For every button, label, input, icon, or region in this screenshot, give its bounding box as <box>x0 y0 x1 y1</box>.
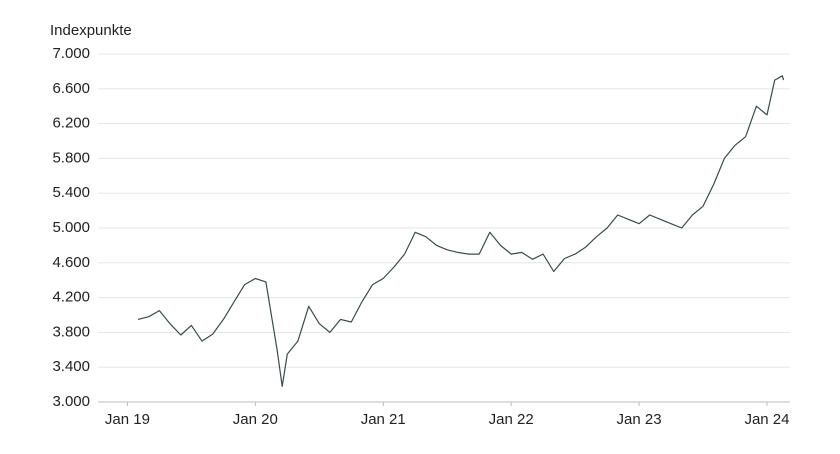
y-tick-label: 5.000 <box>52 219 90 236</box>
x-tick-label: Jan 20 <box>233 411 278 428</box>
x-tick-label: Jan 21 <box>361 411 406 428</box>
y-axis-label: Indexpunkte <box>50 22 132 39</box>
y-tick-label: 3.000 <box>52 393 90 410</box>
y-tick-label: 6.600 <box>52 80 90 97</box>
y-tick-label: 3.400 <box>52 358 90 375</box>
y-tick-label: 4.200 <box>52 289 90 306</box>
y-tick-label: 7.000 <box>52 45 90 62</box>
y-tick-label: 3.800 <box>52 323 90 340</box>
y-tick-label: 4.600 <box>52 254 90 271</box>
y-tick-label: 5.800 <box>52 149 90 166</box>
line <box>137 75 785 387</box>
x-tick-label: Jan 22 <box>489 411 534 428</box>
x-tick-label: Jan 19 <box>105 411 150 428</box>
x-tick-label: Jan 23 <box>617 411 662 428</box>
y-tick-label: 6.200 <box>52 115 90 132</box>
y-tick-label: 5.400 <box>52 184 90 201</box>
x-tick-label: Jan 24 <box>744 411 789 428</box>
